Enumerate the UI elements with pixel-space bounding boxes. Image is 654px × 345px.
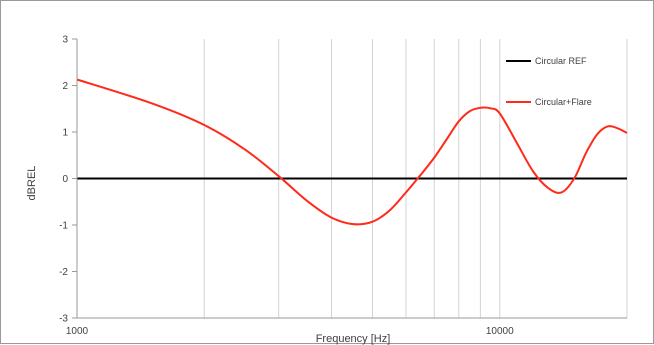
x-tick-label-1000: 1000 <box>66 326 89 337</box>
y-tick-label-0: 0 <box>62 174 68 185</box>
y-tick-label-3: 3 <box>62 35 68 46</box>
y-tick-label-1: 1 <box>62 128 68 139</box>
series-line-circular-flare <box>76 78 628 226</box>
legend-label-circular-ref: Circular REF <box>535 56 587 66</box>
x-axis-ticks: 1000 10000 <box>66 326 514 337</box>
y-tick-label--2: -2 <box>59 267 68 278</box>
legend-label-circular-flare: Circular+Flare <box>535 97 592 107</box>
y-tick-label--3: -3 <box>59 314 68 325</box>
y-axis-title: dBREL <box>26 166 38 201</box>
y-tick-label--1: -1 <box>59 221 68 232</box>
y-tick-label-2: 2 <box>62 81 68 92</box>
legend: Circular REF Circular+Flare <box>506 56 592 107</box>
y-axis-ticks: -3 -2 -1 0 1 2 3 <box>59 35 77 325</box>
x-axis-title: Frequency [Hz] <box>316 333 391 345</box>
data-series <box>76 78 628 226</box>
x-tick-label-10000: 10000 <box>486 326 514 337</box>
